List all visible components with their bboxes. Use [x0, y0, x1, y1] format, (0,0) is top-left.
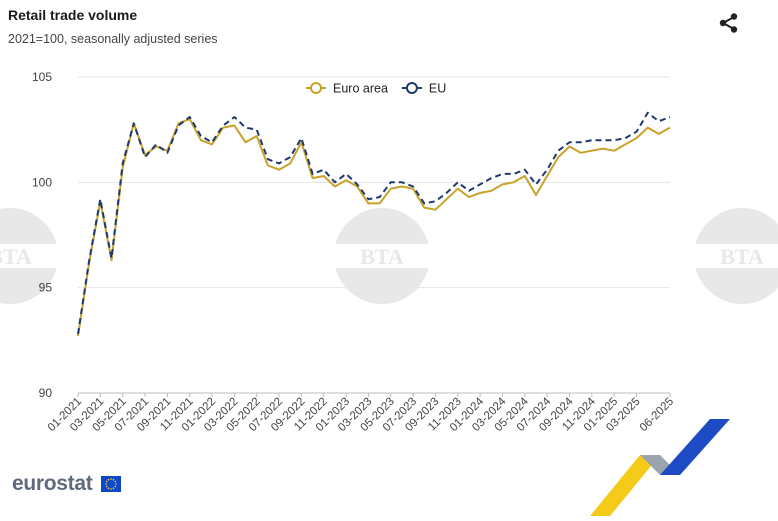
y-tick-label: 105: [32, 70, 52, 84]
legend-label: Euro area: [333, 82, 388, 96]
decorative-stripes: [590, 415, 740, 516]
y-tick-label: 90: [39, 386, 53, 400]
legend-marker: [405, 82, 418, 94]
series-line-eu: [77, 111, 671, 335]
y-tick-label: 100: [32, 175, 52, 189]
svg-text:BTA: BTA: [360, 244, 404, 269]
svg-text:BTA: BTA: [720, 244, 764, 269]
eu-flag-icon: [101, 476, 121, 492]
legend-item-eu: EU: [401, 82, 446, 96]
legend-marker: [310, 82, 322, 94]
legend-item-euro-area: Euro area: [306, 82, 388, 96]
chart-subtitle: 2021=100, seasonally adjusted series: [8, 32, 218, 46]
svg-text:BTA: BTA: [0, 244, 32, 269]
y-tick-label: 95: [39, 281, 53, 295]
legend-label: EU: [429, 82, 446, 96]
bta-watermark-logo: BTA: [692, 206, 778, 306]
bta-watermark-logo: BTA: [0, 206, 60, 306]
bta-watermark-logo: BTA: [332, 206, 432, 306]
chart-title: Retail trade volume: [8, 7, 138, 23]
eurostat-logo[interactable]: eurostat: [12, 472, 93, 495]
series-line-euro-area: [77, 118, 671, 337]
share-icon[interactable]: [716, 10, 742, 36]
